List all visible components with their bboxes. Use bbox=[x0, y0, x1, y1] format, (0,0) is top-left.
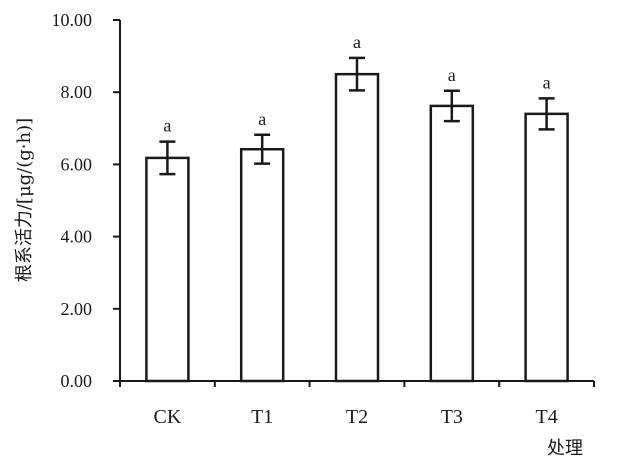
significance-labels: a a a a a bbox=[163, 32, 550, 136]
bar bbox=[334, 72, 380, 383]
x-axis-title: 处理 bbox=[547, 438, 583, 459]
x-tick-label: T1 bbox=[251, 406, 273, 428]
significance-label: a bbox=[448, 65, 456, 85]
y-tick-label: 6.00 bbox=[61, 154, 93, 174]
significance-label: a bbox=[258, 109, 266, 129]
bar bbox=[429, 104, 475, 383]
bar bbox=[145, 156, 190, 383]
y-tick-label: 8.00 bbox=[61, 82, 93, 102]
error-bars bbox=[159, 56, 555, 176]
y-tick-label: 10.00 bbox=[52, 10, 93, 30]
x-tick-label: T2 bbox=[346, 406, 368, 428]
y-tick-label: 0.00 bbox=[61, 371, 93, 391]
significance-label: a bbox=[353, 32, 361, 52]
significance-label: a bbox=[543, 72, 551, 92]
y-axis-title: 根系活力/[μg/(g·h)] bbox=[14, 118, 35, 282]
x-tick-label: CK bbox=[154, 406, 182, 428]
bar bbox=[239, 147, 285, 383]
y-tick-label: 2.00 bbox=[61, 299, 93, 319]
y-axis-ticks: 0.00 2.00 4.00 6.00 8.00 10.00 bbox=[52, 10, 120, 391]
bar bbox=[524, 112, 569, 383]
significance-label: a bbox=[163, 116, 171, 136]
bars bbox=[145, 72, 569, 383]
x-axis-categories: CK T1 T2 T3 T4 bbox=[119, 381, 595, 428]
x-tick-label: T4 bbox=[535, 406, 557, 428]
y-tick-label: 4.00 bbox=[61, 227, 93, 247]
x-tick-label: T3 bbox=[441, 406, 463, 428]
